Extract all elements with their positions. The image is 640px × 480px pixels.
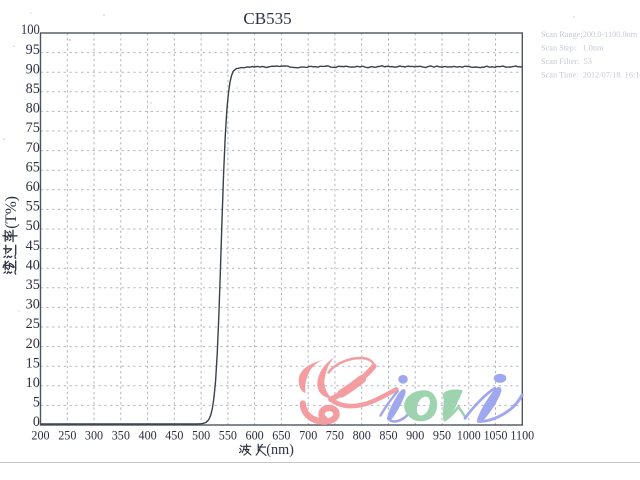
svg-text:70: 70: [26, 140, 40, 156]
svg-text:450: 450: [165, 428, 183, 442]
svg-text:0: 0: [33, 414, 40, 430]
svg-text:85: 85: [26, 81, 40, 97]
svg-text:40: 40: [26, 257, 40, 273]
svg-text:700: 700: [299, 428, 317, 442]
svg-text:800: 800: [353, 428, 371, 442]
svg-text:1050: 1050: [484, 428, 508, 442]
svg-text:65: 65: [26, 159, 40, 175]
svg-text:850: 850: [379, 428, 397, 442]
svg-text:60: 60: [26, 179, 40, 195]
svg-text:350: 350: [112, 428, 130, 442]
svg-text:(T%): (T%): [3, 196, 20, 229]
svg-text:250: 250: [58, 428, 76, 442]
svg-text:300: 300: [85, 428, 103, 442]
svg-text:15: 15: [26, 355, 40, 371]
svg-text:600: 600: [246, 428, 264, 442]
svg-text:400: 400: [139, 428, 157, 442]
svg-text:Scan Filter: 53: Scan Filter: 53: [541, 57, 592, 66]
svg-text:900: 900: [406, 428, 424, 442]
svg-text:75: 75: [26, 120, 40, 136]
svg-text:80: 80: [26, 101, 40, 117]
svg-text:650: 650: [272, 428, 290, 442]
svg-text:550: 550: [219, 428, 237, 442]
svg-text:95: 95: [26, 42, 40, 58]
svg-text:20: 20: [26, 336, 40, 352]
svg-text:45: 45: [26, 238, 40, 254]
svg-text:CB535: CB535: [243, 9, 291, 28]
svg-text:35: 35: [26, 277, 40, 293]
svg-text:200: 200: [31, 428, 49, 442]
svg-text:5: 5: [33, 395, 40, 411]
svg-text:950: 950: [433, 428, 451, 442]
svg-text:30: 30: [26, 297, 40, 313]
svg-text:(nm): (nm): [266, 442, 294, 458]
svg-text:1100: 1100: [510, 428, 534, 442]
svg-text:500: 500: [192, 428, 210, 442]
svg-text:Scan Step: 1.0nm: Scan Step: 1.0nm: [541, 43, 604, 52]
svg-text:1000: 1000: [457, 428, 481, 442]
svg-text:50: 50: [26, 218, 40, 234]
svg-text:100: 100: [21, 22, 40, 38]
svg-text:25: 25: [26, 316, 40, 332]
svg-text:90: 90: [26, 61, 40, 77]
svg-text:10: 10: [26, 375, 40, 391]
svg-text:Scan Time: 2012/07/18 16:10: Scan Time: 2012/07/18 16:10: [541, 70, 640, 79]
svg-text:55: 55: [26, 199, 40, 215]
svg-text:750: 750: [326, 428, 344, 442]
svg-text:Scan Range:200.0-1100.0nm: Scan Range:200.0-1100.0nm: [541, 30, 638, 39]
